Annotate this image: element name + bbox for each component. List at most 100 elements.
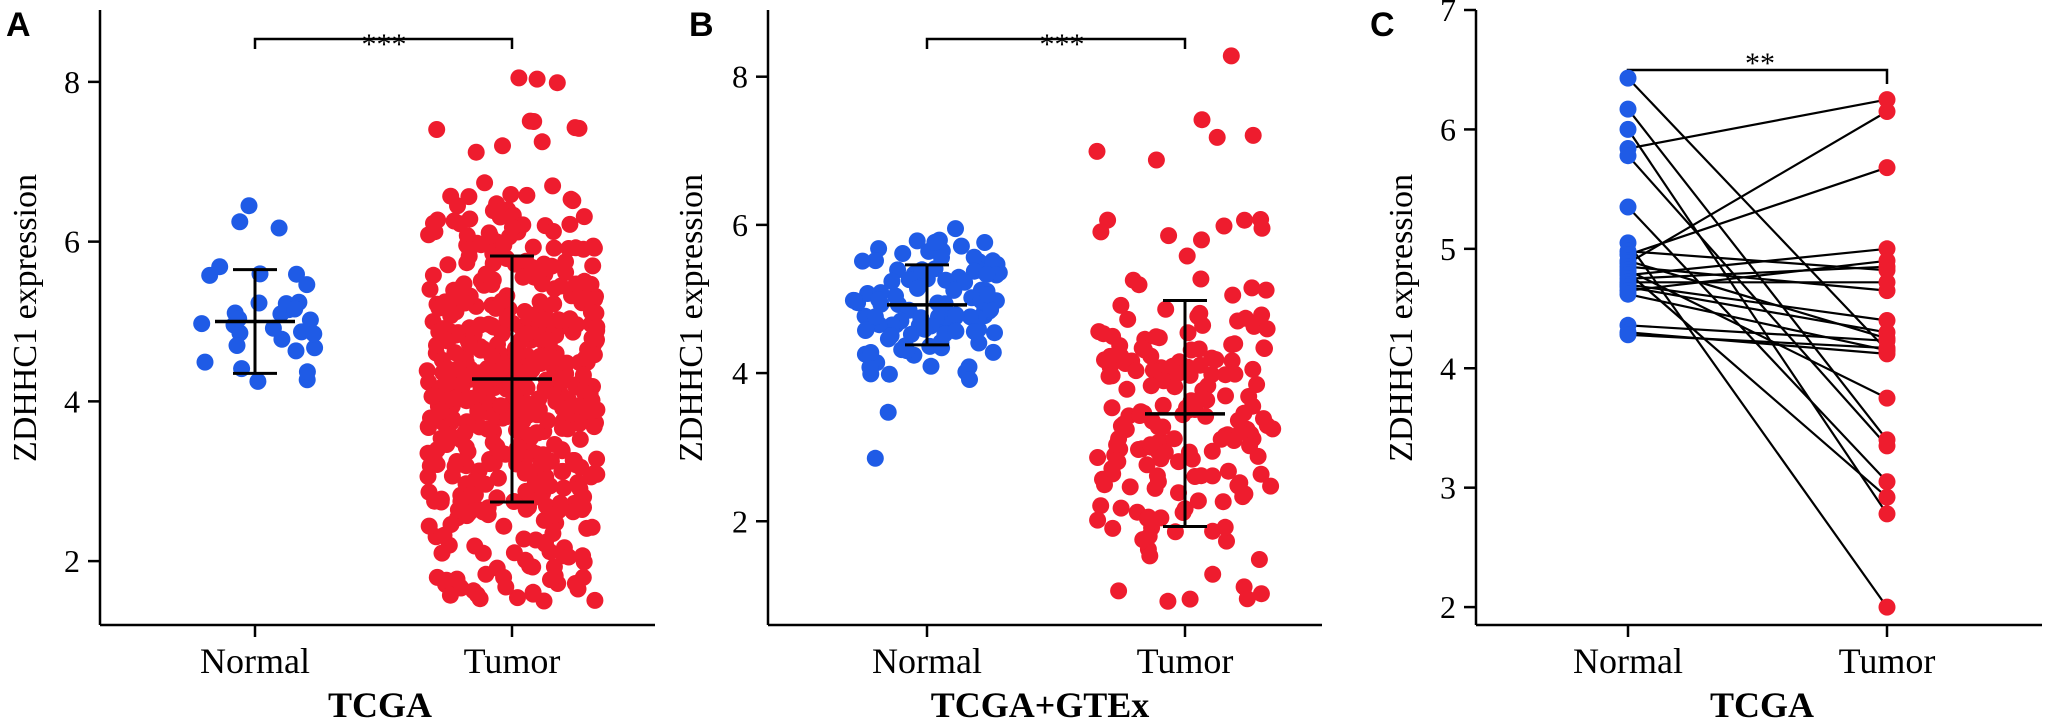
data-point-tumor-a: [524, 238, 542, 256]
category-label-tumor-c: Tumor: [1839, 641, 1936, 681]
significance-bracket-b: [925, 37, 1187, 49]
data-point-tumor-b: [1096, 351, 1113, 369]
data-point-tumor-b: [1174, 504, 1192, 521]
data-point-tumor-a: [554, 462, 572, 480]
panel-letter-b: B: [689, 6, 714, 44]
data-point-tumor-a: [447, 288, 465, 305]
pair-line-c: [1627, 166, 1888, 256]
panel-letter-c: C: [1370, 6, 1395, 44]
pair-line-c: [1627, 250, 1888, 272]
data-point-tumor-a: [484, 202, 502, 220]
data-point-normal-b: [861, 358, 879, 376]
data-point-tumor-a: [433, 544, 451, 562]
data-point-tumor-b: [1152, 509, 1170, 527]
data-point-tumor-c: [1878, 91, 1896, 109]
data-point-normal-b: [933, 249, 950, 266]
data-point-tumor-a: [489, 469, 507, 487]
pair-line-c: [1627, 206, 1888, 483]
data-point-tumor-c: [1878, 598, 1896, 616]
data-point-tumor-a: [575, 498, 592, 516]
data-point-tumor-b: [1237, 309, 1255, 327]
data-point-tumor-b: [1240, 388, 1258, 405]
data-point-tumor-b: [1222, 47, 1240, 65]
data-point-tumor-a: [530, 263, 548, 281]
data-point-tumor-a: [425, 387, 443, 405]
data-point-tumor-a: [588, 450, 606, 468]
data-point-tumor-b: [1096, 476, 1113, 494]
data-point-tumor-b: [1198, 391, 1216, 409]
data-point-tumor-a: [495, 236, 513, 254]
data-point-tumor-b: [1248, 376, 1266, 393]
y-tick-label-c-5: 5: [1440, 231, 1456, 267]
x-axis-title-c: TCGA: [1710, 685, 1814, 725]
data-point-tumor-c: [1878, 273, 1896, 291]
data-point-normal-a: [240, 197, 258, 215]
data-point-normal-b: [947, 306, 965, 324]
data-point-tumor-a: [552, 277, 570, 295]
data-point-tumor-b: [1138, 456, 1156, 474]
data-point-tumor-a: [435, 433, 452, 451]
data-point-normal-a: [301, 311, 319, 329]
data-point-tumor-a: [440, 300, 457, 317]
data-point-tumor-b: [1112, 296, 1130, 314]
data-point-tumor-b: [1191, 304, 1209, 322]
data-point-normal-a: [298, 363, 316, 381]
pair-line-c: [1627, 108, 1888, 441]
category-label-normal-c: Normal: [1573, 641, 1683, 681]
data-point-normal-c: [1619, 69, 1637, 87]
data-point-tumor-a: [509, 589, 526, 607]
pair-line-c: [1627, 285, 1888, 334]
data-point-tumor-a: [586, 591, 604, 609]
pair-line-c: [1627, 242, 1888, 608]
data-point-normal-a: [270, 219, 288, 237]
data-point-tumor-b: [1103, 460, 1121, 478]
data-point-tumor-b: [1133, 339, 1151, 357]
data-point-tumor-b: [1089, 449, 1107, 466]
data-point-tumor-a: [517, 551, 534, 569]
y-axis-title-a: ZDHHC1 expression: [7, 174, 44, 462]
data-point-tumor-a: [562, 190, 580, 208]
data-point-tumor-a: [492, 397, 510, 415]
data-point-tumor-a: [577, 289, 595, 307]
data-point-normal-b: [854, 252, 871, 270]
data-point-tumor-b: [1166, 378, 1184, 396]
data-point-tumor-b: [1215, 217, 1233, 235]
data-point-tumor-b: [1253, 306, 1271, 324]
data-point-tumor-a: [420, 517, 438, 535]
pair-line-c: [1627, 331, 1888, 355]
data-point-tumor-b: [1156, 443, 1174, 461]
data-point-tumor-a: [421, 457, 439, 475]
data-point-tumor-c: [1878, 389, 1896, 407]
data-point-tumor-a: [510, 438, 527, 456]
data-point-normal-c: [1619, 100, 1637, 118]
data-point-tumor-a: [539, 412, 557, 430]
data-point-tumor-b: [1186, 468, 1204, 485]
data-point-normal-a: [211, 258, 229, 276]
data-point-tumor-c: [1878, 505, 1896, 523]
data-point-normal-b: [984, 252, 1002, 270]
data-point-normal-a: [193, 315, 211, 333]
data-point-tumor-b: [1154, 396, 1172, 414]
data-point-tumor-a: [512, 331, 530, 349]
data-point-tumor-c: [1878, 312, 1896, 329]
y-tick-label-a-2: 2: [64, 543, 80, 579]
data-point-tumor-a: [460, 335, 478, 353]
data-point-tumor-b: [1212, 430, 1230, 448]
data-point-tumor-a: [441, 586, 459, 604]
data-point-tumor-b: [1092, 223, 1110, 241]
y-tick-label-a-8: 8: [64, 64, 80, 100]
data-point-tumor-a: [476, 174, 494, 192]
data-point-tumor-b: [1252, 211, 1270, 228]
data-point-tumor-b: [1189, 492, 1207, 510]
data-point-tumor-a: [456, 424, 474, 442]
pair-line-c: [1627, 259, 1888, 292]
data-point-normal-b: [883, 272, 901, 290]
data-point-normal-b: [965, 248, 983, 266]
y-tick-label-c-3: 3: [1440, 470, 1456, 506]
data-point-normal-b: [879, 403, 897, 421]
data-point-tumor-a: [442, 516, 460, 533]
data-point-tumor-b: [1127, 362, 1145, 380]
data-point-tumor-a: [494, 137, 511, 155]
data-point-tumor-a: [528, 70, 546, 88]
data-point-tumor-a: [491, 443, 509, 461]
